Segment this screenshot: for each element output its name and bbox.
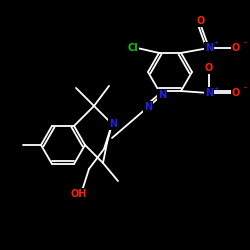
Text: N: N (158, 90, 166, 100)
Text: Cl: Cl (128, 43, 138, 53)
Text: +: + (214, 86, 218, 90)
Text: N: N (205, 88, 213, 98)
Text: -: - (244, 38, 246, 48)
Text: N: N (205, 43, 213, 53)
Text: -: - (244, 84, 246, 92)
Text: O: O (232, 43, 240, 53)
Text: O: O (205, 63, 213, 73)
Text: N: N (109, 119, 117, 129)
Text: O: O (197, 16, 205, 26)
Text: N: N (144, 102, 152, 112)
Text: OH: OH (71, 189, 87, 199)
Text: +: + (214, 40, 218, 46)
Text: O: O (232, 88, 240, 98)
